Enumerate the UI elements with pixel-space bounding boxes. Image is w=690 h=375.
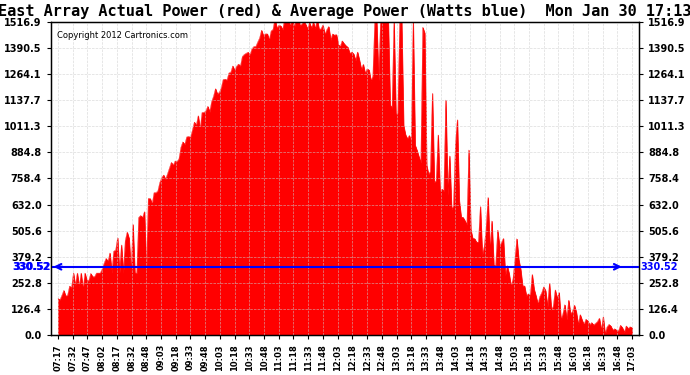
- Text: 330.52: 330.52: [12, 262, 50, 272]
- Text: 330.52: 330.52: [13, 262, 50, 272]
- Title: East Array Actual Power (red) & Average Power (Watts blue)  Mon Jan 30 17:13: East Array Actual Power (red) & Average …: [0, 4, 690, 19]
- Text: Copyright 2012 Cartronics.com: Copyright 2012 Cartronics.com: [57, 31, 188, 40]
- Text: 330.52: 330.52: [640, 262, 678, 272]
